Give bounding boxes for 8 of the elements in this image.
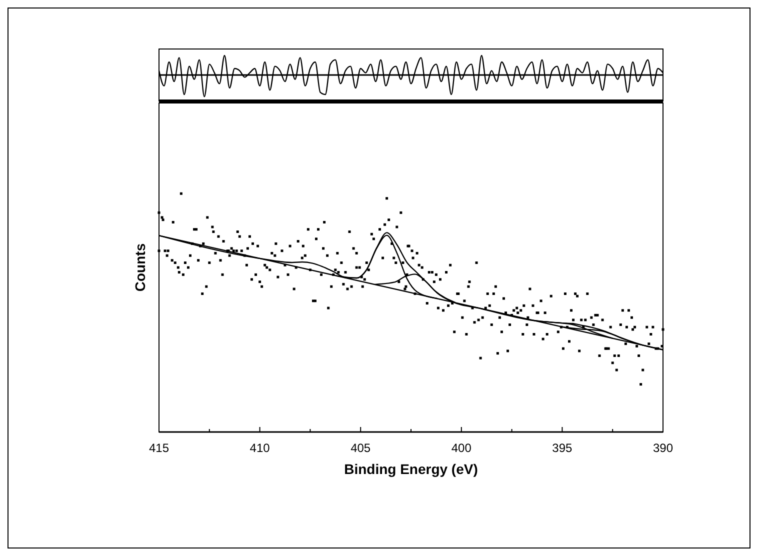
x-tick-label: 395 [552,441,573,455]
y-axis-title: Counts [132,243,148,292]
x-tick-label: 410 [250,441,270,455]
x-axis-title: Binding Energy (eV) [344,461,478,477]
x-tick-label: 405 [350,441,371,455]
x-tick-label: 415 [148,441,170,455]
x-tick-label: 400 [451,441,472,455]
x-tick-label: 390 [652,441,674,455]
